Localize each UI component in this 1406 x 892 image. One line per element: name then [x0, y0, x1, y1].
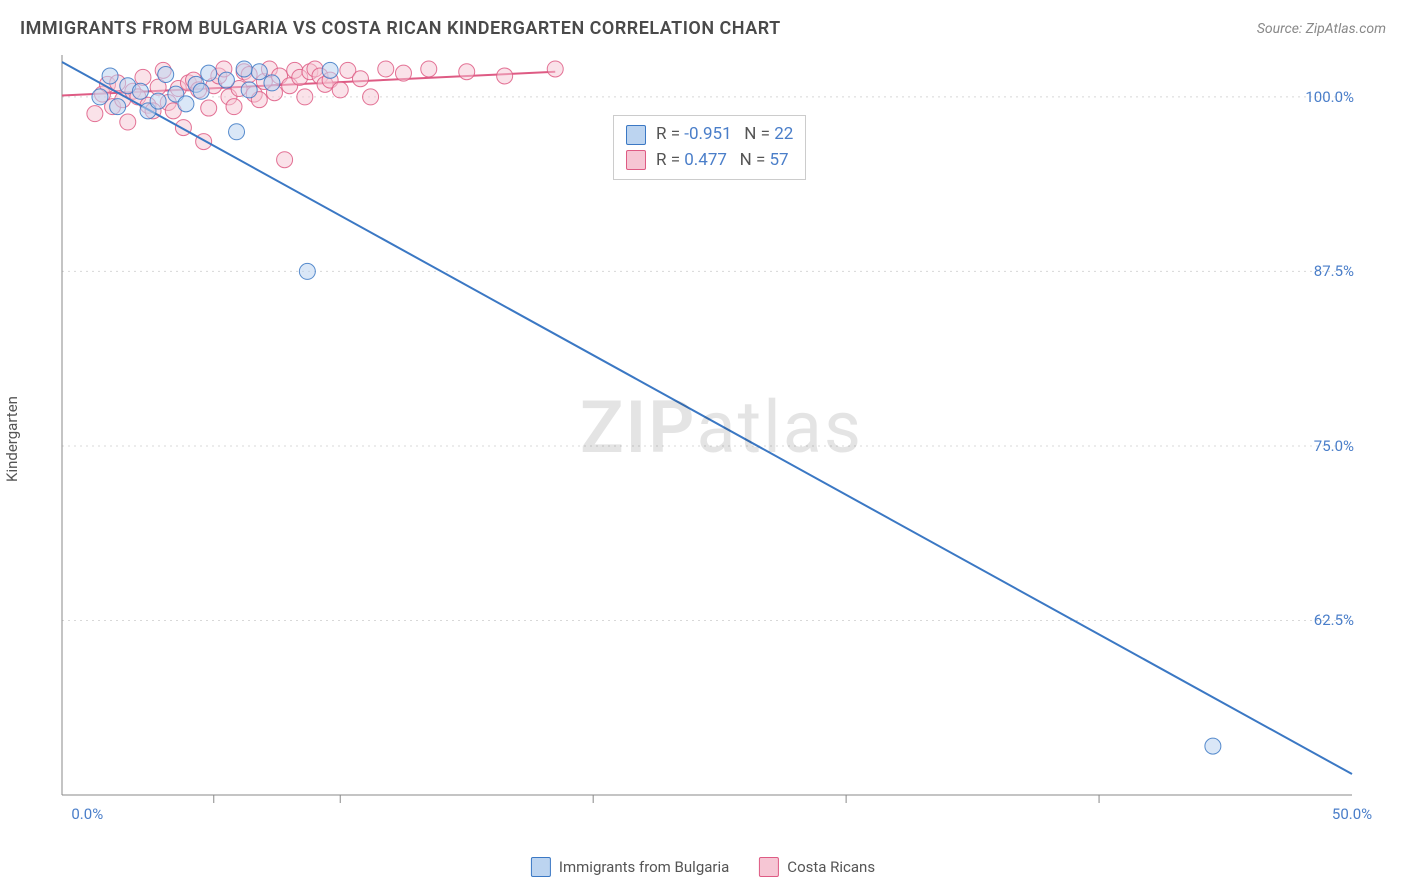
- chart-source: Source: ZipAtlas.com: [1257, 21, 1386, 37]
- legend-item-bulgaria: Immigrants from Bulgaria: [531, 857, 729, 877]
- y-axis-label: Kindergarten: [3, 396, 21, 482]
- stats-swatch: [626, 150, 646, 170]
- chart-header: IMMIGRANTS FROM BULGARIA VS COSTA RICAN …: [20, 18, 1386, 39]
- x-tick-label-right: 50.0%: [1332, 805, 1372, 823]
- y-tick-label: 75.0%: [1314, 437, 1354, 455]
- stats-text: R = 0.477 N = 57: [656, 148, 789, 174]
- legend-swatch-costaricans: [759, 857, 779, 877]
- legend-label-costaricans: Costa Ricans: [787, 858, 875, 876]
- stats-row: R = 0.477 N = 57: [626, 148, 793, 174]
- stats-box: R = -0.951 N = 22R = 0.477 N = 57: [613, 115, 806, 180]
- y-tick-label: 87.5%: [1314, 262, 1354, 280]
- y-tick-label: 62.5%: [1314, 611, 1354, 629]
- legend-swatch-bulgaria: [531, 857, 551, 877]
- legend-label-bulgaria: Immigrants from Bulgaria: [559, 858, 729, 876]
- x-axis-legend: Immigrants from Bulgaria Costa Ricans: [531, 857, 875, 877]
- chart-title: IMMIGRANTS FROM BULGARIA VS COSTA RICAN …: [20, 18, 781, 39]
- chart-area: R = -0.951 N = 22R = 0.477 N = 57 ZIPatl…: [60, 55, 1360, 815]
- legend-item-costaricans: Costa Ricans: [759, 857, 875, 877]
- stats-text: R = -0.951 N = 22: [656, 122, 793, 148]
- stats-swatch: [626, 125, 646, 145]
- y-tick-label: 100.0%: [1305, 88, 1354, 106]
- stats-row: R = -0.951 N = 22: [626, 122, 793, 148]
- x-tick-label-left: 0.0%: [71, 805, 103, 823]
